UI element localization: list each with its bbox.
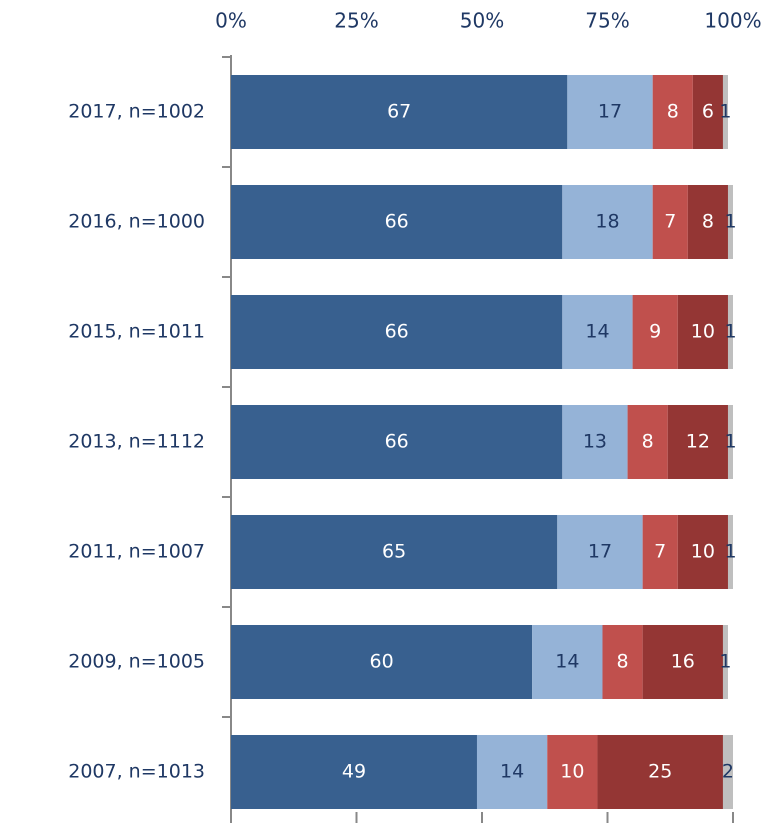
value-label: 1 bbox=[724, 541, 736, 563]
bar-segment bbox=[562, 295, 633, 369]
x-tick-label: 100% bbox=[704, 9, 761, 33]
value-label: 1 bbox=[724, 431, 736, 453]
value-label: 12 bbox=[686, 431, 710, 453]
bar-segment bbox=[642, 625, 723, 699]
bar-segment bbox=[231, 185, 563, 259]
x-tick-label: 0% bbox=[215, 9, 247, 33]
value-label: 6 bbox=[702, 101, 714, 123]
value-label: 14 bbox=[585, 321, 609, 343]
bar-segment bbox=[627, 405, 668, 479]
bar-segment bbox=[652, 185, 688, 259]
y-tick-label: 2011, n=1007 bbox=[68, 541, 205, 563]
bar-segment bbox=[231, 625, 533, 699]
bar-segment bbox=[532, 625, 603, 699]
bar-segment bbox=[231, 295, 563, 369]
y-tick-label: 2009, n=1005 bbox=[68, 651, 205, 673]
bar-segment bbox=[722, 735, 733, 809]
value-label: 14 bbox=[500, 761, 524, 783]
bar-segment bbox=[231, 405, 563, 479]
bar-segment bbox=[692, 75, 723, 149]
x-tick-label: 75% bbox=[585, 9, 629, 33]
bar-segment bbox=[677, 295, 728, 369]
bar-segment bbox=[231, 515, 558, 589]
bar-segment bbox=[562, 405, 628, 479]
value-label: 65 bbox=[382, 541, 406, 563]
bar-segment bbox=[677, 515, 728, 589]
value-label: 8 bbox=[642, 431, 654, 453]
value-label: 8 bbox=[702, 211, 714, 233]
value-label: 66 bbox=[385, 321, 409, 343]
value-label: 2 bbox=[722, 761, 734, 783]
bar-segment bbox=[567, 75, 653, 149]
bar-segment bbox=[727, 185, 733, 259]
value-label: 8 bbox=[667, 101, 679, 123]
value-label: 7 bbox=[654, 541, 666, 563]
value-label: 10 bbox=[560, 761, 584, 783]
value-label: 17 bbox=[598, 101, 622, 123]
y-tick-label: 2016, n=1000 bbox=[68, 211, 205, 233]
y-tick-label: 2017, n=1002 bbox=[68, 101, 205, 123]
value-label: 1 bbox=[724, 321, 736, 343]
value-label: 18 bbox=[595, 211, 619, 233]
bar-segment bbox=[667, 405, 728, 479]
value-label: 7 bbox=[664, 211, 676, 233]
bar-segment bbox=[476, 735, 548, 809]
y-tick-label: 2013, n=1112 bbox=[68, 431, 205, 453]
value-label: 1 bbox=[719, 101, 731, 123]
bar-segment bbox=[632, 295, 678, 369]
bar-segment bbox=[727, 405, 733, 479]
bar-segment bbox=[547, 735, 598, 809]
x-tick-label: 25% bbox=[334, 9, 378, 33]
bar-segment bbox=[722, 75, 728, 149]
value-label: 67 bbox=[387, 101, 411, 123]
bar-segment bbox=[231, 735, 477, 809]
value-label: 16 bbox=[671, 651, 695, 673]
value-label: 1 bbox=[719, 651, 731, 673]
value-label: 60 bbox=[370, 651, 394, 673]
value-label: 9 bbox=[649, 321, 661, 343]
bar-segment bbox=[687, 185, 728, 259]
bar-segment bbox=[727, 295, 733, 369]
value-label: 66 bbox=[385, 211, 409, 233]
bar-segment bbox=[562, 185, 653, 259]
bar-segment bbox=[727, 515, 733, 589]
value-label: 8 bbox=[617, 651, 629, 673]
bar-segment bbox=[557, 515, 643, 589]
value-label: 17 bbox=[588, 541, 612, 563]
value-label: 10 bbox=[691, 321, 715, 343]
bar-segment bbox=[652, 75, 693, 149]
value-label: 14 bbox=[555, 651, 579, 673]
bar-segment bbox=[602, 625, 643, 699]
value-label: 49 bbox=[342, 761, 366, 783]
value-label: 10 bbox=[691, 541, 715, 563]
x-tick-label: 50% bbox=[460, 9, 504, 33]
value-label: 1 bbox=[724, 211, 736, 233]
bar-segment bbox=[722, 625, 728, 699]
bar-segment bbox=[231, 75, 568, 149]
bar-segment bbox=[642, 515, 678, 589]
value-label: 25 bbox=[648, 761, 672, 783]
y-tick-label: 2015, n=1011 bbox=[68, 321, 205, 343]
value-label: 13 bbox=[583, 431, 607, 453]
y-tick-label: 2007, n=1013 bbox=[68, 761, 205, 783]
bar-segment bbox=[597, 735, 723, 809]
value-label: 66 bbox=[385, 431, 409, 453]
